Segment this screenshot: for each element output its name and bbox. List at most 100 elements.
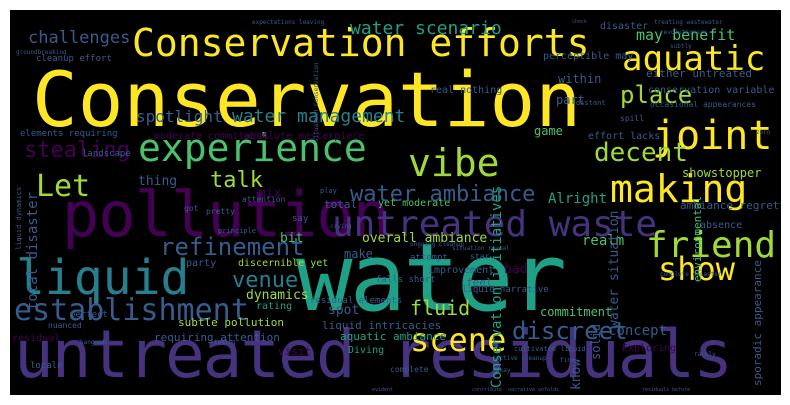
word-party: party [186,258,217,269]
word-occasional-appearances: occasional appearances [650,100,756,109]
word-diving: Diving [348,345,385,356]
word-show: show [658,250,736,288]
word-taking: taking [214,339,236,346]
word-liquid-dynamics: liquid dynamics [15,186,23,250]
word-friend: friend [646,225,777,266]
word-spot: spot [328,303,360,318]
word-bad: bad [504,262,528,277]
word-landscape: landscape [82,149,131,159]
word-attempt: attempt [410,253,448,263]
word-got: got [184,204,199,213]
word-star: star [470,252,490,261]
word-aquatic: aquatic [622,39,766,79]
word-cultivated-liquid: cultivated liquid [514,345,586,353]
word-check: check [572,19,588,25]
word-contribute: contribute [472,387,503,393]
word-mix: mix [258,186,282,201]
word-yet-moderate: yet moderate [378,198,451,209]
word-know: know [569,358,584,390]
word-active-cleanup: active cleanup [496,355,547,362]
word-locale: locale [30,361,63,371]
word-residual: residual [12,333,61,344]
word-crying: crying [330,223,352,230]
word-evident: evident [372,387,394,393]
word-narrative-unfolds: narrative unfolds [508,387,560,393]
word-alright: Alright [548,191,608,207]
word-groundbreaking: groundbreaking [16,49,67,56]
word-subtle-pollution: subtle pollution [178,316,284,329]
word-part: part [556,93,585,107]
word-pretty: pretty [206,207,235,216]
word-cool: cool [94,339,109,346]
word-liquid: liquid [16,250,190,306]
word-make: make [344,247,373,261]
word-spotlight: spotlight [136,107,223,126]
word-decent: decent [594,138,688,168]
word-perfect: perfect [70,310,108,320]
word-place: place [620,81,693,109]
word-absolute-masterpiece: absolute masterpiece [244,131,365,142]
word-stealing: stealing [24,138,130,163]
word-expectations-leaving: expectations leaving [252,19,325,26]
word-scene: scene [410,321,507,359]
word-revolutionary: revolutionary [660,29,707,36]
word-disaster: disaster [600,21,649,32]
word-residual-elements: residual elements [310,296,403,306]
word-effort-lacks: effort lacks [588,131,661,142]
word-nuanced: nuanced [48,321,82,330]
word-ambiance-regrettably: ambiance regrettably [680,199,781,212]
word-exploring: Exploring [622,343,677,354]
word-perceptible-may: perceptible may [543,51,634,62]
word-requiring-attention: requiring attention [154,331,280,344]
word-untreated-residuals: untreated residuals [14,316,733,393]
word-fine: fine [560,357,575,364]
word-total: total [324,198,358,211]
word-cleanup-effort: cleanup effort [36,54,112,64]
word-solid: solid [589,323,603,360]
word-rarely: rarely [694,351,716,358]
word-discernible-yet: discernible yet [238,258,329,269]
word-total-disaster: total disaster [25,191,41,310]
word-okay: Okay [496,367,511,374]
word-dynamics: dynamics [246,288,309,303]
word-discreet: discreet [512,317,628,345]
word-venue: venue [232,268,299,293]
word-sporadic-appearance: sporadic appearance [751,260,764,386]
word-say: say [292,214,309,224]
word-concept: concept [608,323,668,339]
word-realm: realm [582,233,625,249]
word-conservation: Conservation [32,55,582,144]
word-conservation-efforts: Conservation efforts [132,21,590,65]
word-complete-disaster: complete disaster [660,271,722,278]
word-either-untreated: either untreated [646,67,752,80]
word-play: play [320,187,337,195]
word-moderate-commitment: moderate commitment [154,131,269,142]
word-improvement: improvement [428,265,495,276]
word-feel: feel [466,276,493,289]
word-rating: rating [256,301,293,312]
word-visit: visit [278,345,312,358]
word-residuals-before: residuals before [642,387,691,393]
word-falls-short: falls short [376,275,436,285]
word-untreated-waste: untreated waste [332,204,658,245]
word-water-scenario: water scenario [350,18,502,39]
word-principle: principle [218,227,256,235]
word-absence: absence [700,220,743,231]
word-bit: bit [280,231,304,246]
word-fluid: fluid [410,296,471,320]
word-zero: zero [756,129,771,136]
word-water-management: water management [232,106,406,127]
word-ongoing-cleanup: ongoing cleanup [410,241,465,248]
word-let: Let [36,169,91,204]
word-challenges: challenges [28,28,131,48]
word-talk: talk [210,168,263,193]
word-situation-conservation: situation Conservation [313,62,320,142]
word-aquatic-ambiance: aquatic ambiance [340,330,446,343]
word-establishment: establishment [14,293,249,328]
word-conservation-variable: conservation variable [648,85,775,96]
word-within: within [558,72,602,86]
word-treating-wastewater: treating wastewater [654,19,723,26]
word-refinement: refinement [160,233,305,261]
word-game: game [534,124,563,138]
word-showstopper: showstopper [682,166,762,180]
